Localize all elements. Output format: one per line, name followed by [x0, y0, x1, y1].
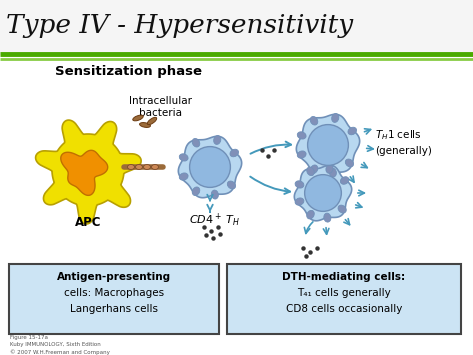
Ellipse shape	[214, 136, 221, 144]
Ellipse shape	[338, 205, 346, 213]
Ellipse shape	[192, 138, 200, 147]
Ellipse shape	[310, 165, 318, 174]
Polygon shape	[294, 165, 351, 221]
Ellipse shape	[192, 187, 200, 196]
Ellipse shape	[295, 181, 304, 188]
Ellipse shape	[211, 190, 219, 199]
Ellipse shape	[230, 149, 238, 157]
Ellipse shape	[307, 167, 314, 176]
Text: Intracellular
bacteria: Intracellular bacteria	[129, 96, 192, 118]
Text: Sensitization phase: Sensitization phase	[55, 65, 202, 77]
Text: cells: Macrophages: cells: Macrophages	[64, 288, 164, 298]
FancyBboxPatch shape	[9, 264, 219, 334]
Circle shape	[305, 175, 342, 211]
FancyBboxPatch shape	[0, 0, 473, 55]
Text: Antigen-presenting: Antigen-presenting	[57, 272, 171, 282]
Polygon shape	[35, 120, 141, 224]
Text: $CD4^+$ $T_H$: $CD4^+$ $T_H$	[189, 212, 241, 229]
Ellipse shape	[324, 213, 331, 222]
Ellipse shape	[348, 127, 357, 135]
Ellipse shape	[147, 118, 157, 125]
FancyBboxPatch shape	[227, 264, 461, 334]
Text: Type IV - Hypersensitivity: Type IV - Hypersensitivity	[6, 12, 353, 38]
Text: CD8 cells occasionally: CD8 cells occasionally	[286, 304, 402, 314]
Ellipse shape	[143, 164, 150, 169]
Ellipse shape	[310, 116, 318, 125]
Text: T₄₁ cells generally: T₄₁ cells generally	[297, 288, 391, 298]
Polygon shape	[178, 136, 242, 198]
Ellipse shape	[133, 115, 143, 121]
Ellipse shape	[329, 168, 336, 177]
Text: Figure 15-17a
Kuby IMMUNOLOGY, Sixth Edition
© 2007 W.H.Freeman and Company: Figure 15-17a Kuby IMMUNOLOGY, Sixth Edi…	[10, 335, 110, 355]
Ellipse shape	[332, 114, 339, 122]
Text: DTH-mediating cells:: DTH-mediating cells:	[282, 272, 405, 282]
Text: $T_H$1 cells
(generally): $T_H$1 cells (generally)	[375, 129, 432, 155]
Ellipse shape	[341, 177, 349, 184]
Ellipse shape	[179, 154, 188, 161]
Ellipse shape	[295, 198, 304, 205]
Ellipse shape	[326, 164, 333, 173]
Ellipse shape	[298, 151, 306, 158]
Ellipse shape	[135, 164, 142, 169]
Ellipse shape	[128, 164, 134, 169]
Text: Langerhans cells: Langerhans cells	[70, 304, 158, 314]
Text: APC: APC	[75, 215, 101, 229]
Circle shape	[190, 147, 230, 187]
Ellipse shape	[140, 122, 150, 127]
Ellipse shape	[151, 164, 158, 169]
Polygon shape	[61, 150, 108, 195]
Ellipse shape	[228, 181, 236, 189]
Circle shape	[307, 125, 349, 165]
Polygon shape	[297, 114, 359, 176]
Ellipse shape	[179, 173, 188, 180]
Ellipse shape	[298, 132, 306, 139]
Ellipse shape	[307, 211, 314, 219]
Ellipse shape	[345, 159, 353, 167]
